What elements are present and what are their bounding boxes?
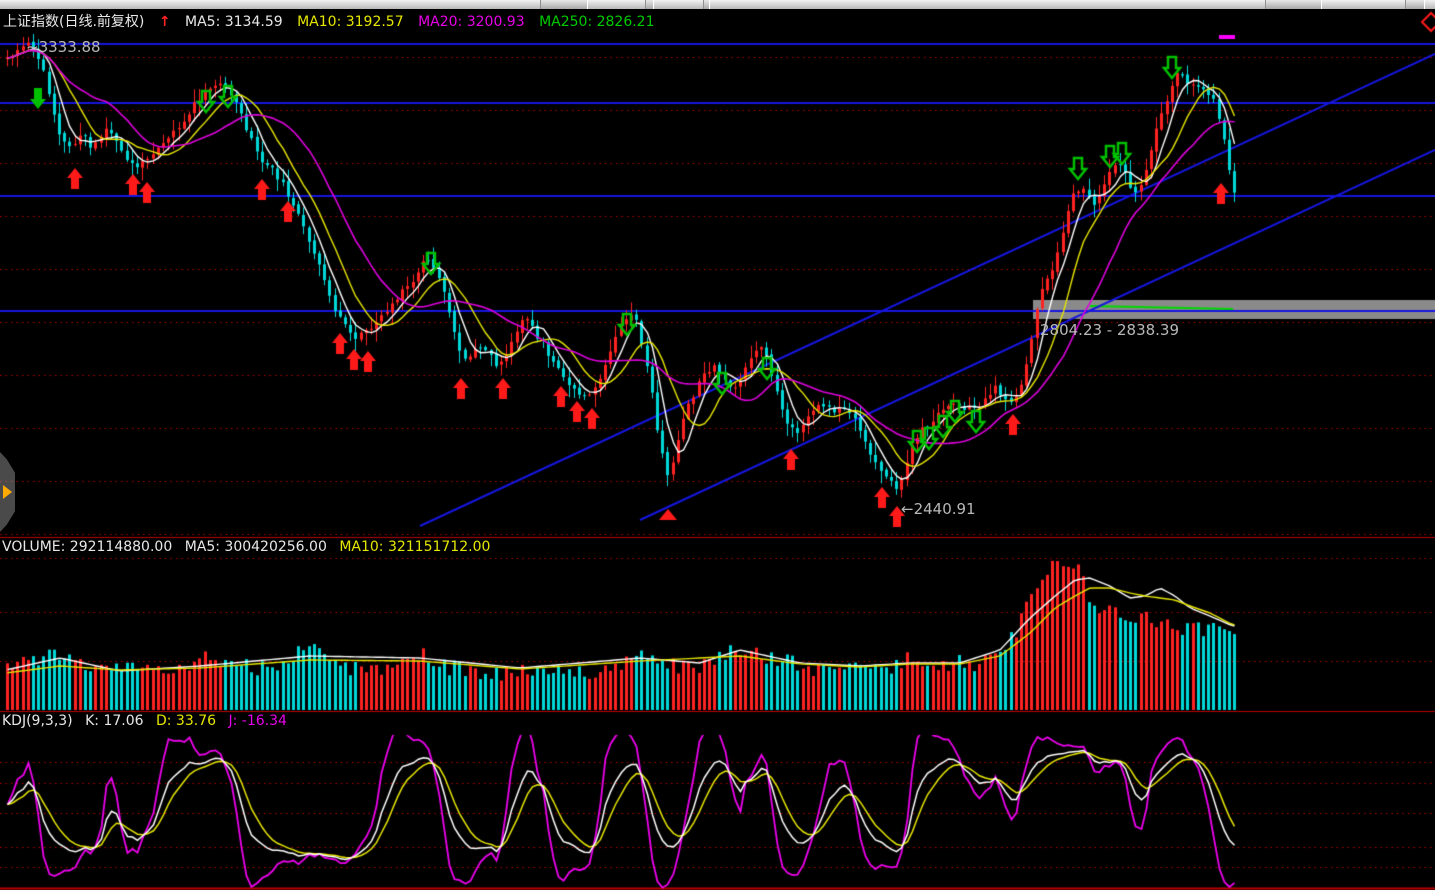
volume-ma10-value: MA10: 321151712.00 [339, 539, 491, 555]
expand-arrow-icon [3, 485, 12, 499]
peak-price-label: ~3333.88 [26, 38, 101, 56]
ma10-value: MA10: 3192.57 [297, 14, 404, 30]
toolbar-segment [1405, 0, 1425, 9]
toolbar-segment [645, 0, 654, 9]
toolbar-segment [1265, 0, 1322, 9]
kdj-d-value: D: 33.76 [155, 713, 217, 729]
volume-pane-header: VOLUME: 292114880.00 MA5: 300420256.00 M… [2, 539, 498, 555]
ma20-value: MA20: 3200.93 [418, 14, 525, 30]
kdj-pane-header: KDJ(9,3,3) K: 17.06 D: 33.76 J: -16.34 [2, 713, 295, 729]
kdj-name: KDJ(9,3,3) [2, 713, 73, 729]
ma5-value: MA5: 3134.59 [185, 14, 283, 30]
instrument-title: 上证指数(日线.前复权) [3, 14, 145, 30]
ma250-value: MA250: 2826.21 [539, 14, 655, 30]
kdj-k-value: K: 17.06 [85, 713, 144, 729]
volume-value: VOLUME: 292114880.00 [2, 539, 173, 555]
toolbar-bottom-strip [0, 0, 1435, 9]
toolbar-segment [540, 0, 588, 9]
sidebar-flyout-handle[interactable] [0, 452, 15, 532]
toolbar-segment [703, 0, 710, 9]
up-arrow-icon: ↑ [158, 14, 171, 30]
low-price-label: ←2440.91 [901, 500, 976, 518]
gap-range-label: 2804.23 - 2838.39 [1040, 321, 1180, 339]
kdj-j-value: J: -16.34 [228, 713, 287, 729]
volume-ma5-value: MA5: 300420256.00 [184, 539, 327, 555]
price-pane-header: 上证指数(日线.前复权) ↑ MA5: 3134.59 MA10: 3192.5… [3, 11, 665, 31]
